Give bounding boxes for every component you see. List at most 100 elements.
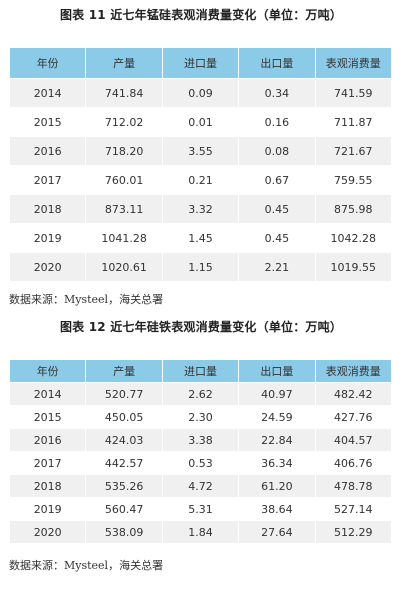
table-cell: 424.03 xyxy=(85,428,163,452)
header-cell-production: 产量 xyxy=(85,47,163,79)
table-cell: 3.32 xyxy=(161,194,240,224)
table-cell: 873.11 xyxy=(85,194,163,224)
table-cell: 40.97 xyxy=(238,382,316,406)
table-cell: 5.31 xyxy=(161,497,240,521)
table-cell: 560.47 xyxy=(85,497,163,521)
table-cell: 3.38 xyxy=(161,428,240,452)
table-block-fesi: 图表 12 近七年硅铁表观消费量变化（单位：万吨） 年份 产量 进口量 出口量 … xyxy=(0,312,402,576)
table-cell: 741.59 xyxy=(314,78,393,108)
table-cell: 36.34 xyxy=(238,451,316,475)
table-cell: 0.67 xyxy=(238,165,316,195)
table-cell: 0.45 xyxy=(238,194,316,224)
table-row: 2015 450.05 2.30 24.59 427.76 xyxy=(8,405,393,429)
table-row: 2017 760.01 0.21 0.67 759.55 xyxy=(8,165,393,195)
table-cell: 1.45 xyxy=(161,223,240,253)
table-cell: 24.59 xyxy=(238,405,316,429)
table-cell: 2016 xyxy=(8,136,87,166)
table-title: 图表 12 近七年硅铁表观消费量变化（单位：万吨） xyxy=(59,320,343,334)
header-cell-consumption: 表观消费量 xyxy=(314,359,393,383)
table-row: 2014 520.77 2.62 40.97 482.42 xyxy=(8,382,393,406)
table-cell: 61.20 xyxy=(238,474,316,498)
table-cell: 482.42 xyxy=(314,382,393,406)
table-cell: 0.01 xyxy=(161,107,240,137)
table-cell: 2019 xyxy=(8,223,87,253)
table-cell: 538.09 xyxy=(85,520,163,544)
table-cell: 1042.28 xyxy=(314,223,393,253)
table-title: 图表 11 近七年锰硅表观消费量变化（单位：万吨） xyxy=(59,8,343,22)
table-cell: 406.76 xyxy=(314,451,393,475)
table-row: 2016 424.03 3.38 22.84 404.57 xyxy=(8,428,393,452)
table-cell: 27.64 xyxy=(238,520,316,544)
table-row: 2016 718.20 3.55 0.08 721.67 xyxy=(8,136,393,166)
table-cell: 450.05 xyxy=(85,405,163,429)
table-cell: 2017 xyxy=(8,165,87,195)
table-cell: 478.78 xyxy=(314,474,393,498)
table-row: 2019 560.47 5.31 38.64 527.14 xyxy=(8,497,393,521)
table-row: 2020 538.09 1.84 27.64 512.29 xyxy=(8,520,393,544)
header-cell-export: 出口量 xyxy=(238,359,316,383)
table-cell: 2014 xyxy=(8,382,87,406)
table-cell: 22.84 xyxy=(238,428,316,452)
table-cell: 38.64 xyxy=(238,497,316,521)
table-cell: 4.72 xyxy=(161,474,240,498)
table-cell: 2020 xyxy=(8,520,87,544)
table-cell: 3.55 xyxy=(161,136,240,166)
data-source-note: 数据来源：Mysteel，海关总署 xyxy=(9,293,164,306)
table-row: 2017 442.57 0.53 36.34 406.76 xyxy=(8,451,393,475)
table-cell: 2019 xyxy=(8,497,87,521)
table-cell: 0.34 xyxy=(238,78,316,108)
table-cell: 0.21 xyxy=(161,165,240,195)
table-cell: 2018 xyxy=(8,474,87,498)
table-row: 2019 1041.28 1.45 0.45 1042.28 xyxy=(8,223,393,253)
table-cell: 427.76 xyxy=(314,405,393,429)
data-table-mnsi: 年份 产量 进口量 出口量 表观消费量 2014 741.84 0.09 0.3… xyxy=(8,47,393,282)
table-cell: 2015 xyxy=(8,107,87,137)
table-cell: 442.57 xyxy=(85,451,163,475)
table-cell: 712.02 xyxy=(85,107,163,137)
table-cell: 2018 xyxy=(8,194,87,224)
table-cell: 0.45 xyxy=(238,223,316,253)
header-cell-export: 出口量 xyxy=(238,47,316,79)
data-source-note: 数据来源：Mysteel，海关总署 xyxy=(9,559,164,572)
header-cell-year: 年份 xyxy=(8,47,87,79)
table-cell: 1041.28 xyxy=(85,223,163,253)
header-cell-production: 产量 xyxy=(85,359,163,383)
table-cell: 721.67 xyxy=(314,136,393,166)
table-cell: 2.21 xyxy=(238,252,316,282)
table-cell: 1.15 xyxy=(161,252,240,282)
header-cell-import: 进口量 xyxy=(161,359,240,383)
table-row: 2020 1020.61 1.15 2.21 1019.55 xyxy=(8,252,393,282)
table-cell: 1019.55 xyxy=(314,252,393,282)
table-cell: 2.30 xyxy=(161,405,240,429)
table-block-mnsi: 图表 11 近七年锰硅表观消费量变化（单位：万吨） 年份 产量 进口量 出口量 … xyxy=(8,8,393,306)
table-header-row: 年份 产量 进口量 出口量 表观消费量 xyxy=(8,359,393,383)
table-header-row: 年份 产量 进口量 出口量 表观消费量 xyxy=(8,47,393,79)
table-cell: 0.09 xyxy=(161,78,240,108)
table-row: 2015 712.02 0.01 0.16 711.87 xyxy=(8,107,393,137)
header-cell-year: 年份 xyxy=(8,359,87,383)
table-row: 2018 873.11 3.32 0.45 875.98 xyxy=(8,194,393,224)
header-cell-consumption: 表观消费量 xyxy=(314,47,393,79)
table-row: 2018 535.26 4.72 61.20 478.78 xyxy=(8,474,393,498)
table-cell: 2015 xyxy=(8,405,87,429)
table-cell: 875.98 xyxy=(314,194,393,224)
table-cell: 2017 xyxy=(8,451,87,475)
table-cell: 512.29 xyxy=(314,520,393,544)
table-cell: 760.01 xyxy=(85,165,163,195)
table-cell: 718.20 xyxy=(85,136,163,166)
table-cell: 711.87 xyxy=(314,107,393,137)
table-cell: 520.77 xyxy=(85,382,163,406)
data-table-fesi: 年份 产量 进口量 出口量 表观消费量 2014 520.77 2.62 40.… xyxy=(8,359,393,544)
table-cell: 527.14 xyxy=(314,497,393,521)
table-cell: 0.53 xyxy=(161,451,240,475)
table-cell: 2016 xyxy=(8,428,87,452)
table-cell: 0.08 xyxy=(238,136,316,166)
table-cell: 535.26 xyxy=(85,474,163,498)
table-cell: 2020 xyxy=(8,252,87,282)
table-cell: 2.62 xyxy=(161,382,240,406)
table-cell: 0.16 xyxy=(238,107,316,137)
table-cell: 1020.61 xyxy=(85,252,163,282)
table-cell: 1.84 xyxy=(161,520,240,544)
table-cell: 759.55 xyxy=(314,165,393,195)
table-cell: 2014 xyxy=(8,78,87,108)
